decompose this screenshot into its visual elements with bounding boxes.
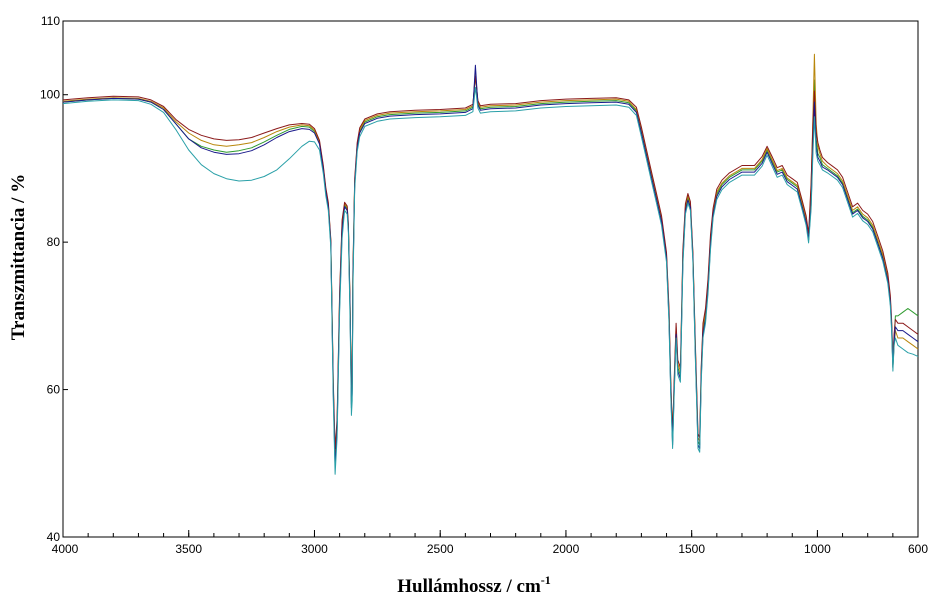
tick-layer: 4000 3500 3000 2500 2000 1500 1000 600 40 60 80 100…	[40, 14, 928, 556]
y-axis-title: Transzmittancia / %	[8, 174, 29, 340]
plot-area	[62, 20, 919, 538]
x-tick-label: 3000	[301, 542, 328, 556]
series-layer	[62, 53, 919, 475]
x-tick-label: 1000	[804, 542, 831, 556]
y-tick-label: 40	[47, 530, 61, 544]
x-axis-title: Hullámhossz / cm-1	[397, 573, 551, 597]
y-tick-label: 60	[47, 383, 61, 397]
x-tick-label: 3500	[175, 542, 202, 556]
spectrum-series-5	[62, 86, 919, 475]
x-tick-label: 4000	[52, 542, 79, 556]
x-axis-title-main: Hullámhossz / cm	[397, 576, 541, 597]
x-tick-label: 1500	[678, 542, 705, 556]
x-tick-label: 600	[908, 542, 928, 556]
x-tick-label: 2500	[427, 542, 454, 556]
y-tick-label: 100	[40, 88, 60, 102]
y-tick-label: 80	[47, 235, 61, 249]
x-axis-title-superscript: -1	[541, 573, 551, 587]
y-tick-label: 110	[41, 14, 60, 28]
x-tick-label: 2000	[553, 542, 580, 556]
